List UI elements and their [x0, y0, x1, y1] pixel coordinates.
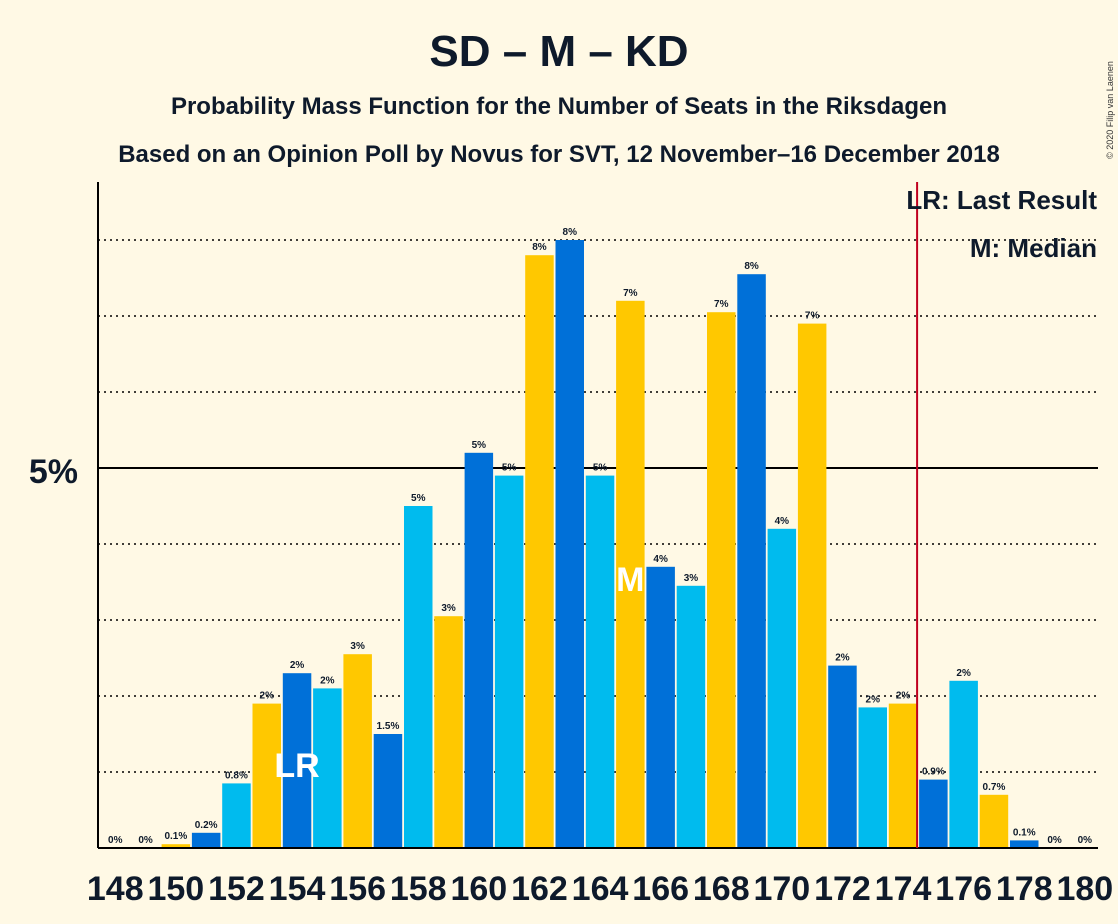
bar-seat-176 [949, 680, 978, 848]
bar-value-label: 8% [563, 227, 578, 238]
bar-value-label: 3% [441, 603, 456, 614]
bar-seat-177 [979, 794, 1009, 848]
x-tick-label: 150 [147, 870, 204, 908]
bar-value-label: 0% [1047, 835, 1062, 846]
value-labels: 0% 0% 0.1% 0.2% 0.8% 2% 2% 2% 3% 1.5% 5% 3% 5% 5% 8% 8%… [108, 227, 1092, 846]
x-tick-labels: 148 150 152 154 156 158 160 162 164 166 168 170 172 1… [87, 870, 1113, 908]
bar-seat-160 [464, 452, 494, 848]
median-marker: M [616, 561, 644, 599]
bar-seat-167 [676, 585, 706, 848]
bar-seat-154 [282, 673, 312, 848]
markers: LR M [274, 182, 919, 848]
x-tick-label: 178 [996, 870, 1053, 908]
x-tick-label: 162 [511, 870, 568, 908]
x-tick-label: 170 [753, 870, 810, 908]
bars [161, 240, 1039, 849]
x-tick-label: 176 [935, 870, 992, 908]
bar-value-label: 3% [350, 641, 365, 652]
chart-subtitle: Probability Mass Function for the Number… [171, 93, 947, 120]
bar-seat-172 [828, 665, 857, 848]
bar-value-label: 5% [411, 493, 426, 504]
bar-value-label: 2% [260, 691, 275, 702]
bar-seat-164 [585, 475, 615, 848]
bar-value-label: 0.1% [164, 831, 187, 842]
x-tick-label: 154 [269, 870, 326, 908]
x-tick-label: 152 [208, 870, 265, 908]
bar-value-label: 2% [896, 691, 911, 702]
bar-seat-166 [646, 566, 675, 848]
bar-value-label: 2% [866, 694, 881, 705]
bar-seat-161 [494, 475, 524, 848]
bar-seat-170 [767, 528, 797, 848]
chart-title: SD – M – KD [429, 27, 688, 76]
x-tick-label: 172 [814, 870, 871, 908]
bar-value-label: 0.9% [922, 767, 945, 778]
bar-seat-175 [919, 779, 948, 848]
bar-seat-165 [616, 300, 645, 848]
x-tick-label: 180 [1056, 870, 1113, 908]
x-tick-label: 168 [693, 870, 750, 908]
bar-seat-156 [343, 654, 372, 848]
bar-value-label: 2% [956, 668, 971, 679]
bar-seat-157 [373, 734, 403, 848]
bar-value-label: 0.1% [1013, 827, 1036, 838]
x-tick-label: 156 [329, 870, 386, 908]
bar-seat-169 [737, 274, 766, 848]
legend-median: M: Median [970, 233, 1097, 263]
bar-seat-153 [252, 703, 281, 848]
bar-value-label: 4% [653, 554, 668, 565]
x-tick-label: 148 [87, 870, 144, 908]
bar-seat-168 [707, 312, 736, 848]
bar-seat-162 [525, 255, 554, 848]
bar-value-label: 5% [502, 463, 517, 474]
bar-value-label: 1.5% [377, 721, 400, 732]
bar-value-label: 0% [108, 835, 123, 846]
bar-value-label: 4% [775, 516, 790, 527]
bar-seat-155 [313, 688, 342, 848]
x-tick-label: 174 [875, 870, 932, 908]
bar-value-label: 0% [1078, 835, 1093, 846]
x-tick-label: 164 [572, 870, 629, 908]
x-tick-label: 166 [632, 870, 689, 908]
bar-value-label: 0.2% [195, 820, 218, 831]
bar-seat-178 [1010, 840, 1039, 848]
bar-value-label: 7% [714, 299, 729, 310]
bar-value-label: 0% [138, 835, 153, 846]
copyright-text: © 2020 Filip van Laenen [1105, 61, 1115, 159]
bar-seat-151 [191, 832, 221, 848]
bar-value-label: 8% [744, 261, 759, 272]
bar-value-label: 5% [593, 463, 608, 474]
bar-value-label: 7% [805, 311, 820, 322]
bar-seat-158 [404, 506, 433, 848]
bar-seat-174 [888, 703, 918, 848]
bar-seat-173 [858, 707, 887, 848]
bar-seat-152 [222, 783, 251, 848]
bar-value-label: 7% [623, 288, 638, 299]
bar-seat-150 [161, 844, 191, 848]
bar-value-label: 2% [290, 660, 305, 671]
bar-value-label: 2% [835, 653, 850, 664]
bar-value-label: 3% [684, 573, 699, 584]
legend-last-result: LR: Last Result [906, 185, 1097, 215]
bar-seat-163 [555, 240, 584, 848]
bar-value-label: 5% [472, 440, 487, 451]
bar-value-label: 0.8% [225, 770, 248, 781]
last-result-marker: LR [274, 747, 319, 785]
bar-value-label: 0.7% [983, 782, 1006, 793]
bar-value-label: 8% [532, 242, 547, 253]
x-tick-label: 160 [450, 870, 507, 908]
bar-seat-159 [434, 616, 463, 848]
bar-value-label: 2% [320, 675, 335, 686]
bar-seat-171 [797, 323, 827, 849]
y-tick-label-5pct: 5% [29, 453, 78, 491]
x-tick-label: 158 [390, 870, 447, 908]
chart-subtitle-poll: Based on an Opinion Poll by Novus for SV… [118, 141, 1000, 168]
